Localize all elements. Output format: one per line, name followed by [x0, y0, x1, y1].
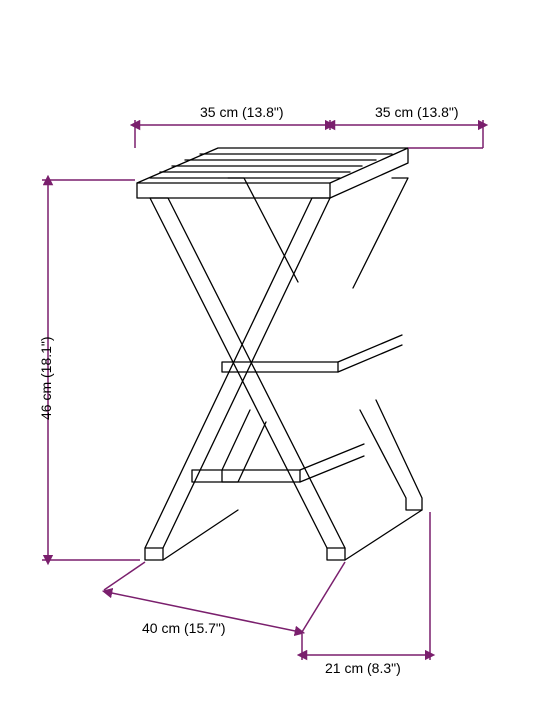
- diagram-canvas: 35 cm (13.8") 35 cm (13.8") 46 cm (18.1"…: [0, 0, 540, 720]
- label-base-depth: 40 cm (15.7"): [142, 620, 226, 636]
- label-top-width: 35 cm (13.8"): [200, 104, 284, 120]
- label-top-depth: 35 cm (13.8"): [375, 104, 459, 120]
- stool-outline: [137, 148, 422, 560]
- label-base-width: 21 cm (8.3"): [325, 660, 401, 676]
- label-height: 46 cm (18.1"): [38, 336, 54, 420]
- dimension-lines: [42, 120, 483, 660]
